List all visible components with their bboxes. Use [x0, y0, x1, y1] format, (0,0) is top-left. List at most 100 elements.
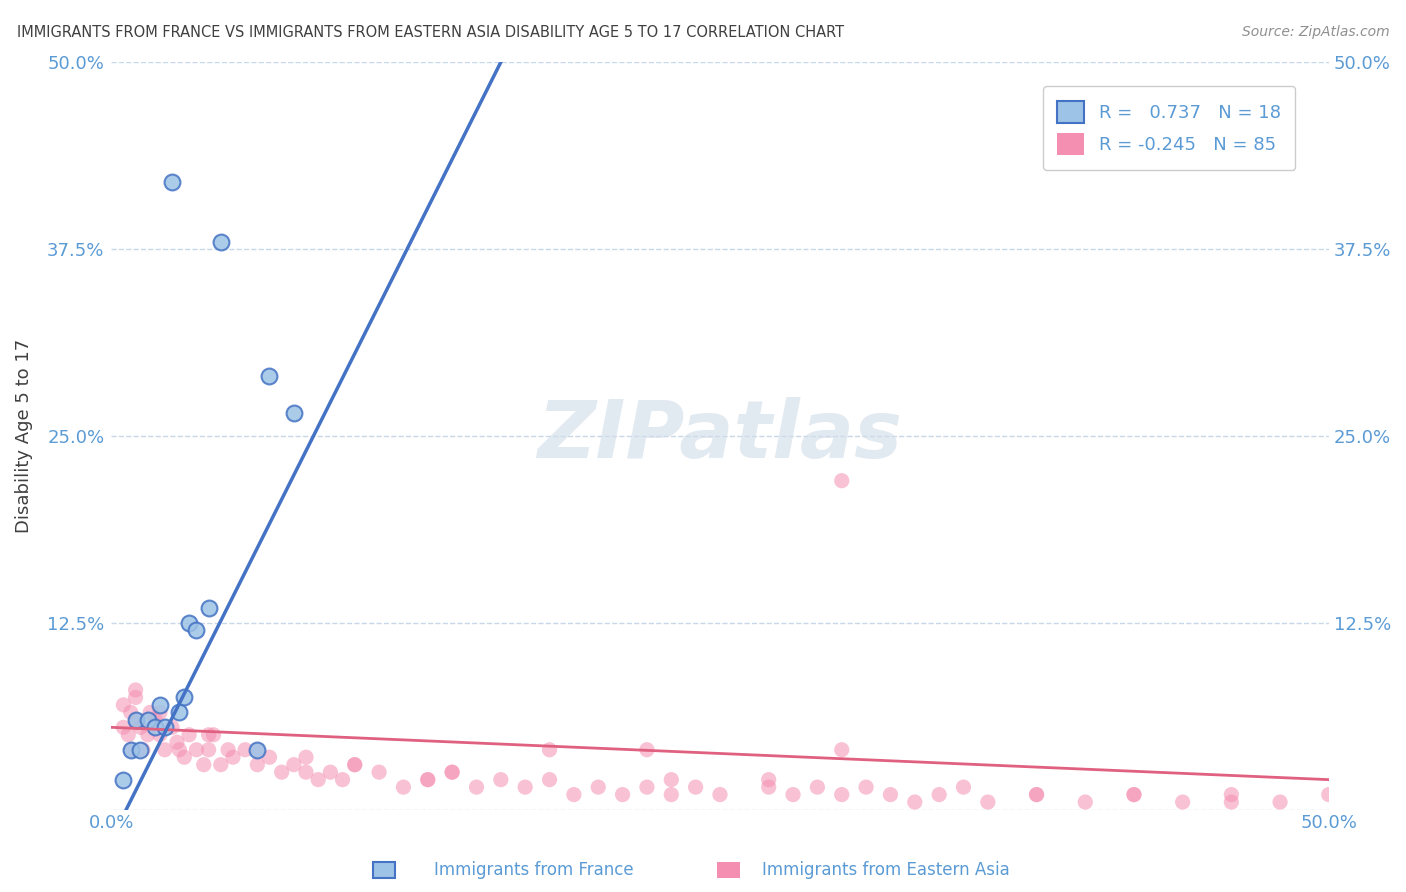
- Point: [124, 713, 146, 727]
- Point: [186, 743, 208, 757]
- Point: [1074, 795, 1097, 809]
- Point: [246, 743, 269, 757]
- Point: [153, 720, 176, 734]
- Point: [831, 788, 853, 802]
- Point: [538, 743, 561, 757]
- Point: [246, 757, 269, 772]
- Point: [538, 772, 561, 787]
- Point: [197, 600, 219, 615]
- Point: [124, 713, 146, 727]
- Point: [295, 750, 318, 764]
- Point: [197, 743, 219, 757]
- Point: [1025, 788, 1047, 802]
- Point: [685, 780, 707, 794]
- Point: [392, 780, 415, 794]
- Point: [319, 765, 342, 780]
- Point: [758, 780, 780, 794]
- Point: [197, 728, 219, 742]
- Point: [149, 706, 172, 720]
- Point: [132, 743, 155, 757]
- Point: [124, 690, 146, 705]
- Point: [120, 743, 142, 757]
- Point: [465, 780, 488, 794]
- Point: [855, 780, 877, 794]
- Point: [179, 615, 201, 630]
- Point: [332, 772, 354, 787]
- Point: [489, 772, 512, 787]
- Point: [129, 743, 152, 757]
- Point: [416, 772, 439, 787]
- Point: [782, 788, 804, 802]
- Point: [952, 780, 974, 794]
- Point: [217, 743, 239, 757]
- Point: [143, 713, 166, 727]
- Point: [179, 728, 201, 742]
- Point: [112, 720, 135, 734]
- Point: [1025, 788, 1047, 802]
- Point: [441, 765, 464, 780]
- Point: [169, 706, 191, 720]
- Point: [636, 743, 658, 757]
- Point: [209, 235, 232, 249]
- Point: [120, 706, 142, 720]
- Point: [136, 713, 159, 727]
- Point: [515, 780, 537, 794]
- Point: [1123, 788, 1146, 802]
- Point: [904, 795, 927, 809]
- Point: [1220, 795, 1243, 809]
- Point: [120, 743, 142, 757]
- Point: [928, 788, 950, 802]
- Point: [117, 728, 139, 742]
- Point: [1123, 788, 1146, 802]
- Text: Source: ZipAtlas.com: Source: ZipAtlas.com: [1241, 25, 1389, 39]
- Point: [368, 765, 391, 780]
- Point: [202, 728, 225, 742]
- Point: [186, 623, 208, 637]
- Point: [416, 772, 439, 787]
- Point: [659, 772, 682, 787]
- Point: [636, 780, 658, 794]
- Point: [586, 780, 609, 794]
- Point: [659, 788, 682, 802]
- Y-axis label: Disability Age 5 to 17: Disability Age 5 to 17: [15, 339, 32, 533]
- Point: [270, 765, 292, 780]
- Point: [209, 757, 232, 772]
- Point: [307, 772, 329, 787]
- Point: [562, 788, 585, 802]
- Point: [1268, 795, 1291, 809]
- Point: [1220, 788, 1243, 802]
- Point: [222, 750, 245, 764]
- Point: [193, 757, 215, 772]
- Point: [112, 698, 135, 712]
- Point: [149, 698, 172, 712]
- Point: [112, 772, 135, 787]
- Point: [143, 720, 166, 734]
- Point: [1317, 788, 1340, 802]
- Point: [149, 728, 172, 742]
- Point: [441, 765, 464, 780]
- Point: [343, 757, 366, 772]
- Point: [831, 474, 853, 488]
- Point: [169, 743, 191, 757]
- Legend: R =   0.737   N = 18, R = -0.245   N = 85: R = 0.737 N = 18, R = -0.245 N = 85: [1043, 87, 1295, 169]
- Text: Immigrants from France: Immigrants from France: [434, 861, 634, 879]
- Point: [879, 788, 901, 802]
- Point: [283, 406, 305, 420]
- Point: [233, 743, 256, 757]
- Point: [831, 743, 853, 757]
- Point: [343, 757, 366, 772]
- Text: Immigrants from Eastern Asia: Immigrants from Eastern Asia: [762, 861, 1010, 879]
- Point: [295, 765, 318, 780]
- Point: [758, 772, 780, 787]
- Point: [166, 735, 188, 749]
- Point: [612, 788, 634, 802]
- Point: [283, 757, 305, 772]
- Point: [160, 175, 183, 189]
- Point: [129, 720, 152, 734]
- Point: [139, 706, 162, 720]
- Point: [160, 720, 183, 734]
- Point: [259, 369, 281, 384]
- Point: [136, 728, 159, 742]
- Point: [246, 743, 269, 757]
- Point: [977, 795, 1000, 809]
